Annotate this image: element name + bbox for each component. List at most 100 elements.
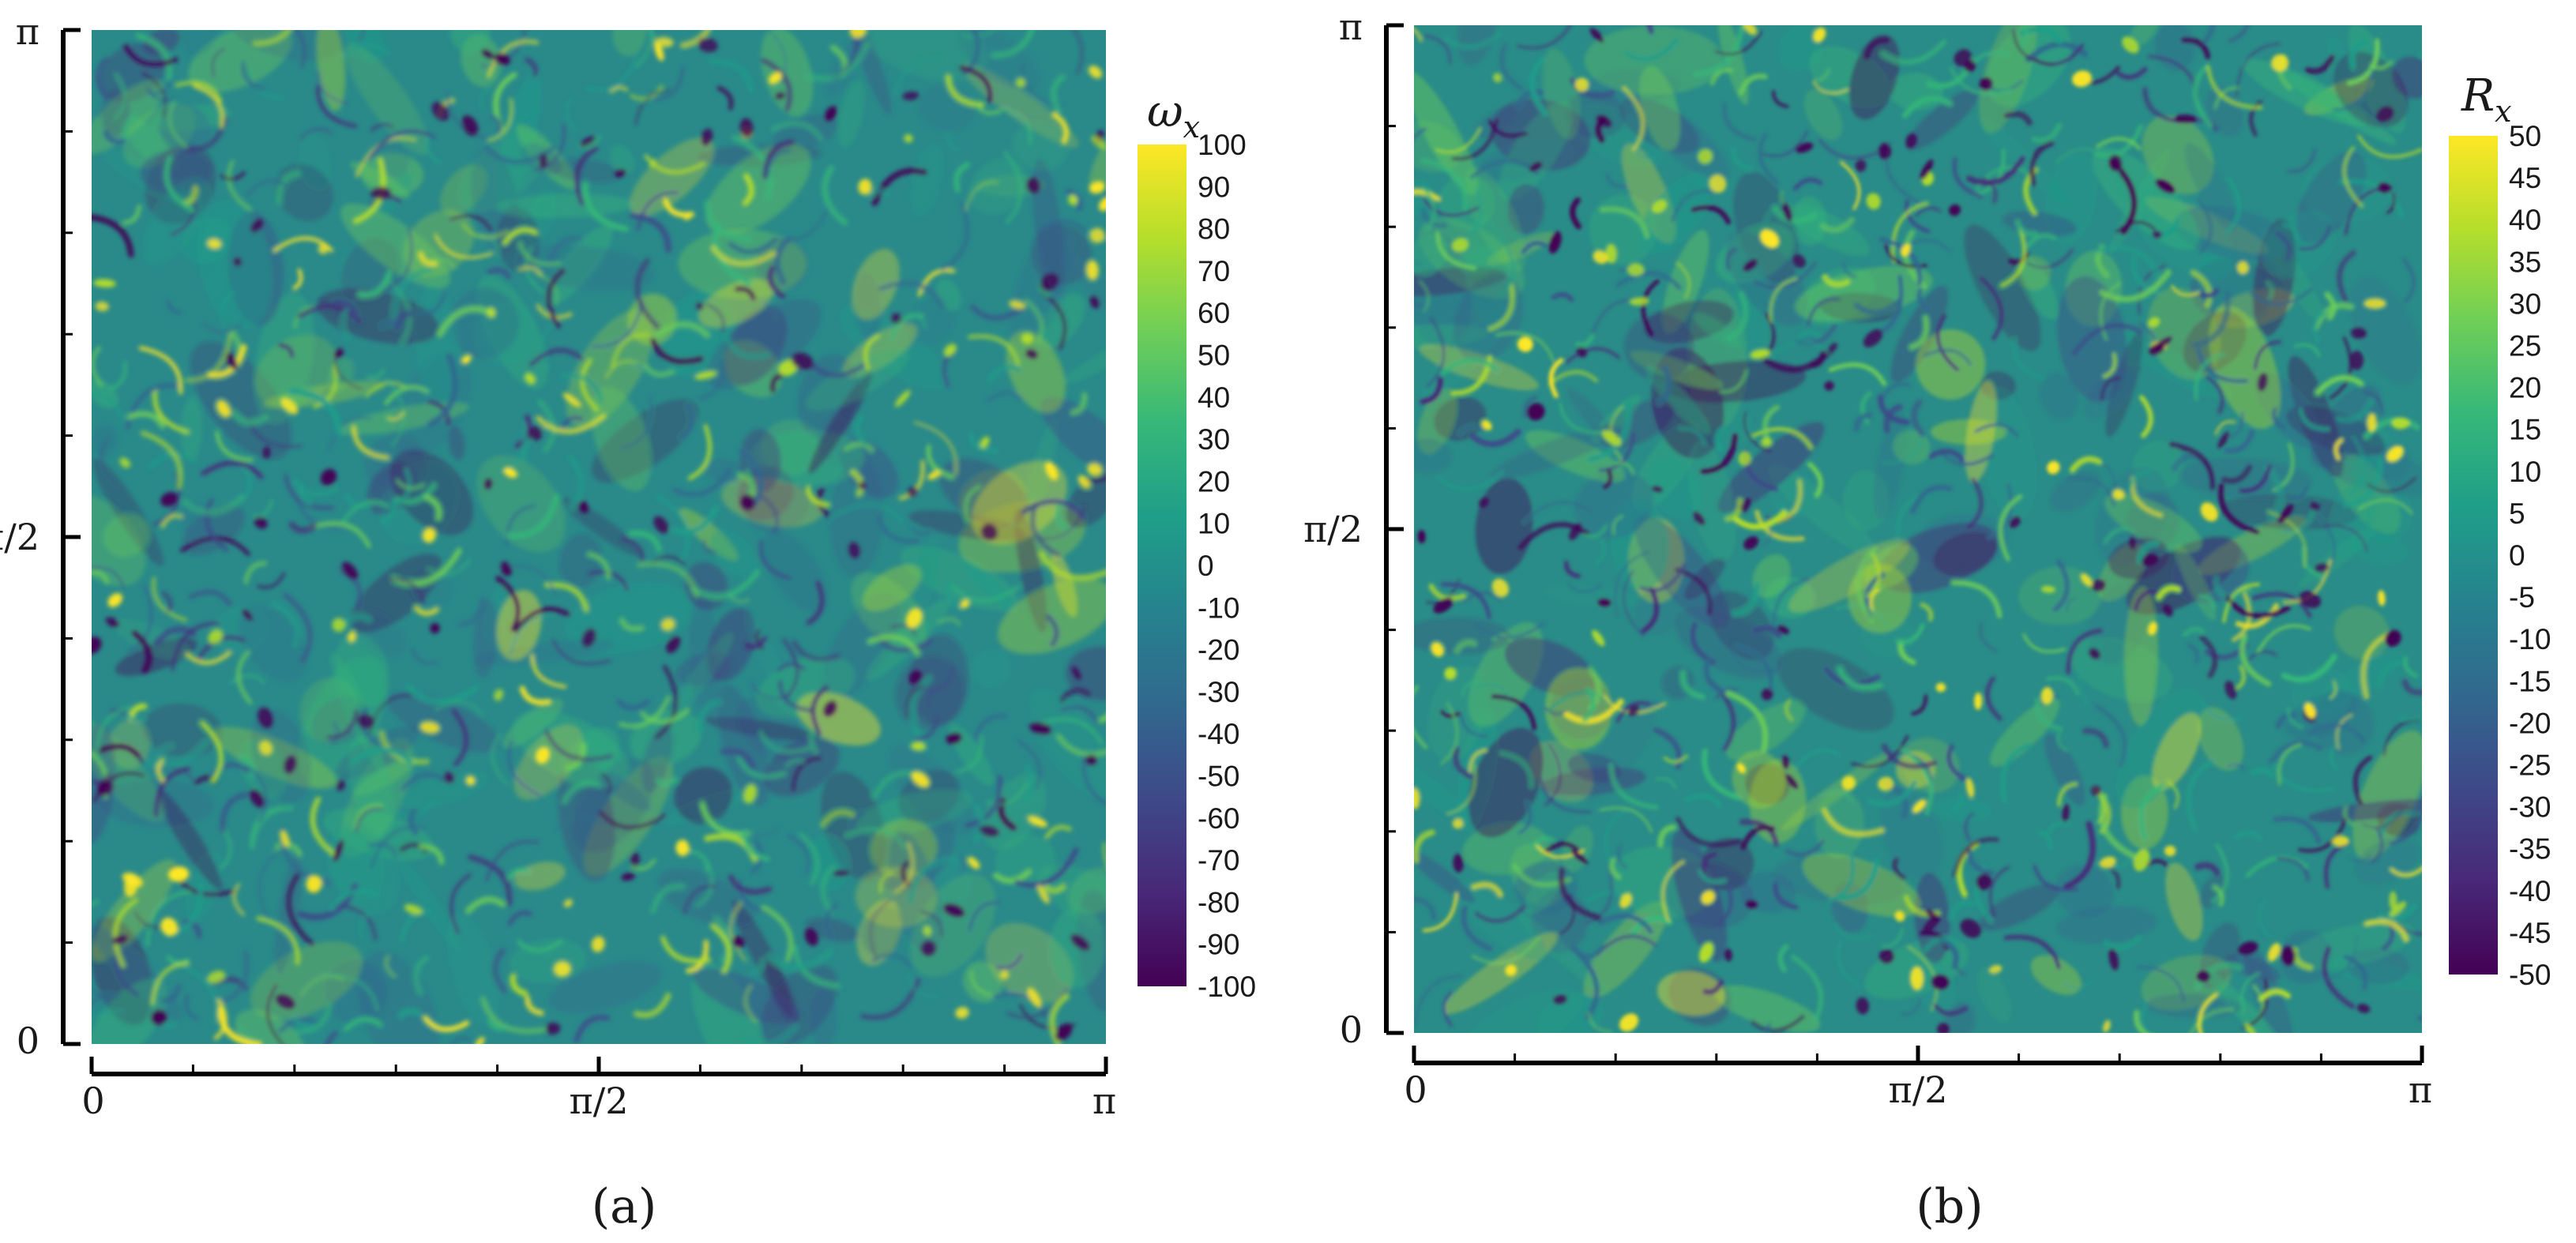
field-patch — [705, 143, 811, 235]
field-vortex — [370, 186, 392, 200]
field-filament — [582, 182, 629, 232]
field-filament — [765, 30, 787, 84]
field-patch — [565, 582, 695, 654]
field-filament — [2201, 699, 2243, 721]
field-patch — [2262, 210, 2337, 278]
field-patch — [2039, 372, 2079, 420]
field-filament — [2277, 743, 2302, 786]
field-filament — [691, 569, 761, 599]
field-filament — [513, 606, 571, 633]
field-patch — [674, 767, 733, 824]
field-filament — [487, 267, 511, 280]
field-filament — [239, 462, 252, 499]
field-vortex — [654, 41, 664, 62]
field-filament — [1715, 688, 1739, 700]
field-patch — [998, 578, 1106, 655]
field-vortex — [1855, 159, 1867, 172]
field-vortex — [2314, 562, 2329, 573]
field-vortex — [93, 279, 116, 287]
field-filament — [509, 614, 555, 656]
field-filament — [1661, 860, 1685, 922]
field-vortex — [168, 866, 190, 882]
field-patch — [180, 397, 203, 460]
field-filament — [400, 909, 431, 943]
field-vortex — [848, 541, 860, 559]
field-filament — [855, 415, 867, 446]
field-vortex — [1077, 475, 1091, 489]
colorbar-tick-label: 20 — [2509, 372, 2541, 404]
field-vortex — [1784, 773, 1799, 790]
field-filament — [506, 867, 532, 881]
field-filament — [2376, 660, 2403, 691]
field-filament — [2329, 336, 2352, 400]
field-patch — [2044, 733, 2085, 806]
field-filament — [1867, 779, 1917, 807]
field-filament — [1420, 376, 1444, 405]
field-patch — [1056, 247, 1106, 340]
field-filament — [245, 764, 269, 824]
field-filament — [543, 582, 589, 613]
field-filament — [946, 133, 961, 152]
field-filament — [227, 160, 253, 211]
field-filament — [2194, 352, 2225, 401]
field-filament — [686, 848, 710, 873]
field-filament — [330, 721, 340, 745]
field-vortex — [423, 528, 436, 543]
field-filament — [1462, 591, 1502, 603]
field-filament — [1514, 88, 1545, 111]
field-filament — [920, 910, 943, 937]
field-vortex — [1576, 347, 1588, 358]
field-filament — [1700, 433, 1739, 475]
field-filament — [487, 1018, 508, 1031]
field-filament — [1540, 777, 1592, 814]
field-patch — [316, 30, 346, 111]
field-filament — [479, 30, 527, 67]
field-patch — [1574, 469, 1654, 539]
field-patch — [1752, 554, 1791, 598]
field-filament — [1851, 734, 1909, 768]
field-filament — [385, 955, 396, 978]
field-filament — [739, 449, 764, 506]
field-filament — [2343, 806, 2355, 827]
field-filament — [258, 850, 282, 920]
field-patch — [1063, 336, 1106, 384]
field-patch — [837, 81, 865, 148]
field-filament — [965, 181, 999, 212]
colorbar-tick-label: -10 — [2509, 623, 2551, 655]
field-vortex — [999, 970, 1010, 979]
field-filament — [2389, 807, 2422, 845]
field-filament — [1441, 582, 1491, 620]
field-filament — [564, 742, 587, 772]
field-filament — [1807, 461, 1823, 498]
field-filament — [464, 896, 506, 914]
field-filament — [487, 39, 540, 78]
x-tick-label-a-right: π — [1092, 1080, 1116, 1122]
field-filament — [1021, 498, 1086, 520]
field-filament — [2110, 159, 2138, 235]
field-filament — [2212, 884, 2224, 907]
field-filament — [457, 595, 486, 628]
field-filament — [1439, 356, 1500, 376]
field-filament — [1428, 583, 1467, 602]
field-vortex — [419, 721, 440, 734]
field-vortex — [1777, 625, 1790, 635]
field-filament — [343, 1016, 383, 1032]
field-patch — [761, 30, 814, 117]
field-filament — [2003, 934, 2061, 970]
field-filament — [431, 257, 456, 270]
field-filament — [518, 242, 562, 265]
field-filament — [1499, 751, 1533, 788]
field-vortex — [332, 618, 346, 633]
field-filament — [1440, 702, 1458, 765]
field-filament — [100, 437, 118, 488]
field-vortex — [1724, 948, 1732, 962]
field-filament — [2100, 376, 2121, 400]
field-filament — [92, 1009, 125, 1021]
field-patch — [1717, 25, 1749, 105]
field-filament — [379, 319, 404, 329]
field-filament — [1833, 922, 1875, 940]
field-patch — [1542, 584, 1642, 609]
field-filament — [2221, 464, 2253, 484]
field-vortex — [318, 242, 329, 254]
field-vortex — [942, 903, 965, 918]
